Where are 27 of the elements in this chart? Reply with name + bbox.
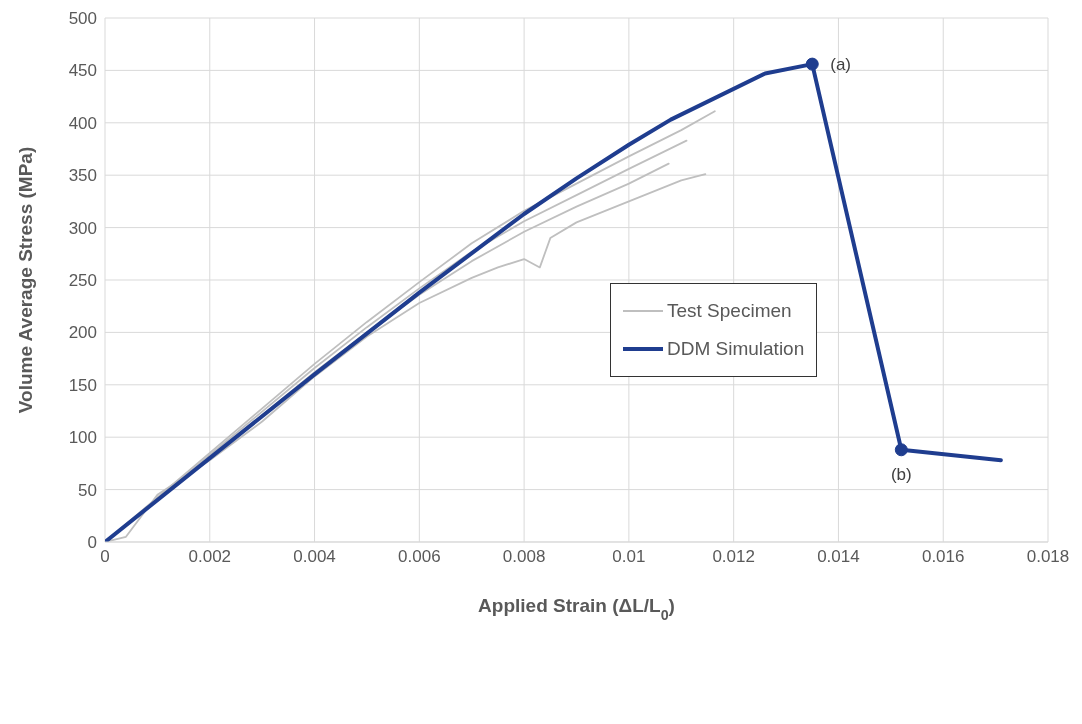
y-tick-label: 200 (68, 323, 97, 343)
x-tick-label: 0.006 (398, 547, 441, 567)
y-tick-label: 150 (68, 375, 97, 395)
annotation: (b) (890, 464, 912, 484)
y-tick-label: 350 (68, 166, 97, 186)
x-axis-title: Applied Strain (ΔL/L$_{0}$) (478, 595, 675, 623)
x-tick-label: 0 (100, 547, 110, 567)
y-tick-label: 50 (78, 480, 97, 500)
y-tick-label: 0 (87, 533, 97, 553)
x-tick-label: 0.004 (293, 547, 336, 567)
legend-label: Test Specimen (667, 300, 792, 322)
annotation: (a) (830, 55, 852, 75)
y-tick-label: 400 (68, 113, 97, 133)
x-tick-label: 0.002 (188, 547, 232, 567)
y-tick-label: 450 (68, 61, 97, 81)
y-tick-label: 500 (68, 9, 97, 29)
x-tick-label: 0.014 (817, 547, 860, 567)
x-tick-label: 0.018 (1026, 547, 1070, 567)
y-tick-label: 300 (68, 218, 97, 238)
y-tick-label: 100 (68, 428, 97, 448)
x-tick-label: 0.01 (612, 547, 646, 567)
x-tick-label: 0.008 (502, 547, 546, 567)
legend-label: DDM Simulation (667, 338, 805, 360)
x-tick-label: 0.012 (712, 547, 755, 567)
x-tick-label: 0.016 (921, 547, 965, 567)
y-axis-title: Volume Average Stress (MPa) (15, 146, 36, 414)
y-tick-label: 250 (68, 271, 97, 291)
